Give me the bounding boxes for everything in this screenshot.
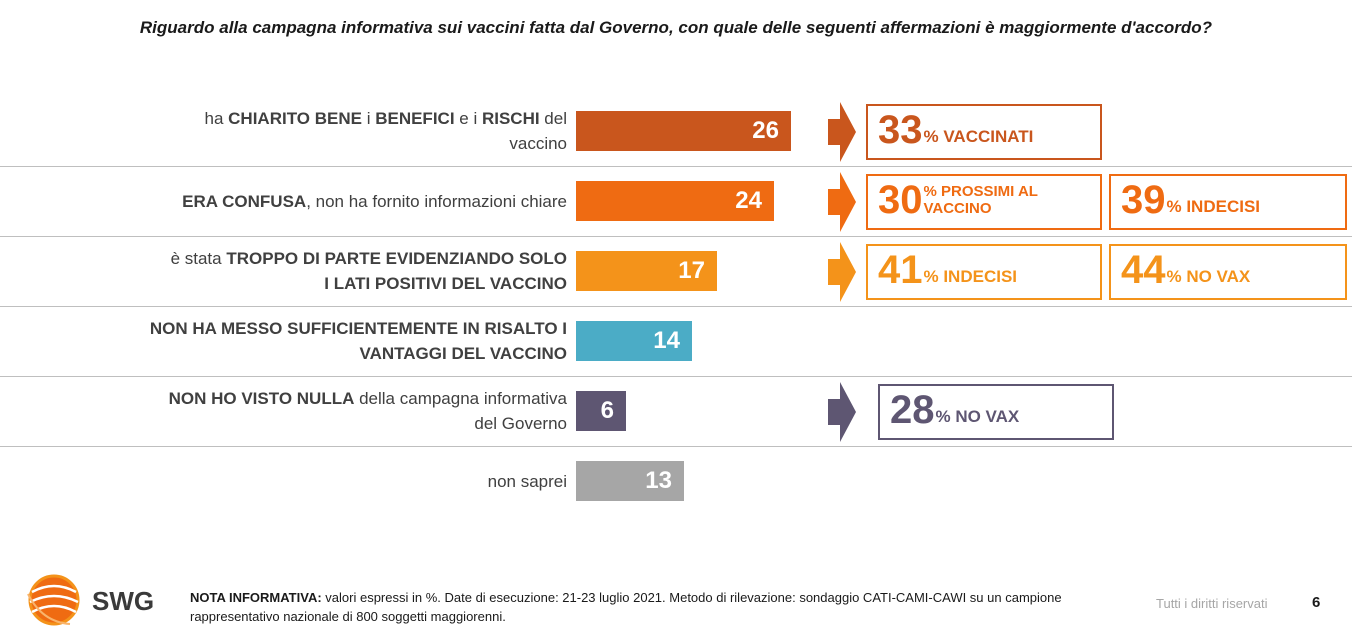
note-text: valori espressi in %. Date di esecuzione… [190, 590, 1062, 624]
callout-label: % NO VAX [935, 407, 1020, 426]
page-number: 6 [1312, 594, 1321, 611]
row-separator [0, 446, 1352, 447]
callout-value: 30 [878, 178, 923, 222]
bar-value-label: 26 [752, 117, 779, 144]
row-separator [0, 306, 1352, 307]
callout-value: 33 [878, 108, 923, 152]
bar: 17 [576, 251, 717, 291]
callout-label: % PROSSIMI AL VACCINO [923, 183, 1038, 217]
callout-value: 41 [878, 248, 923, 292]
category-label: ERA CONFUSA, non ha fornito informazioni… [182, 192, 567, 211]
callout-value: 28 [890, 388, 935, 432]
callout-label: % VACCINATI [923, 127, 1034, 146]
bar-value-label: 13 [645, 467, 672, 494]
callout-box: 44% NO VAX [1109, 244, 1347, 300]
category-label: NON HA MESSO SUFFICIENTEMENTE IN RISALTO… [149, 319, 567, 363]
callout-label: % NO VAX [1166, 267, 1251, 286]
bar: 13 [576, 461, 684, 501]
callout-box: 30% PROSSIMI AL VACCINO [866, 174, 1102, 230]
callout-box: 41% INDECISI [866, 244, 1102, 300]
callout-value: 44 [1121, 248, 1166, 292]
arrow-right-icon [828, 102, 856, 162]
callout-value: 39 [1121, 178, 1166, 222]
bar: 24 [576, 181, 774, 221]
row-separator [0, 166, 1352, 167]
category-label: ha CHIARITO BENE i BENEFICI e i RISCHI d… [204, 109, 567, 153]
row-separator [0, 236, 1352, 237]
swg-logo [22, 572, 162, 628]
callout-label: % INDECISI [1166, 197, 1261, 216]
bar-value-label: 24 [735, 187, 762, 214]
bar-value-label: 14 [653, 327, 680, 354]
bar: 6 [576, 391, 626, 431]
rights-text: Tutti i diritti riservati [1156, 596, 1268, 611]
callout-box: 33% VACCINATI [866, 104, 1102, 160]
callout-box: 39% INDECISI [1109, 174, 1347, 230]
bar: 26 [576, 111, 791, 151]
row-separator [0, 376, 1352, 377]
bar-value-label: 17 [678, 257, 705, 284]
category-label: non saprei [487, 472, 567, 491]
swg-globe-icon [27, 574, 80, 626]
category-label: NON HO VISTO NULLA della campagna inform… [168, 389, 567, 433]
chart-title: Riguardo alla campagna informativa sui v… [139, 18, 1213, 37]
callout-label: % INDECISI [923, 267, 1018, 286]
logo-text: SWG [92, 586, 155, 616]
footer-note: NOTA INFORMATIVA: valori espressi in %. … [190, 588, 1070, 626]
arrow-right-icon [828, 382, 856, 442]
category-label: è stata TROPPO DI PARTE EVIDENZIANDO SOL… [170, 249, 567, 293]
arrow-right-icon [828, 172, 856, 232]
bar: 14 [576, 321, 692, 361]
callout-box: 28% NO VAX [878, 384, 1114, 440]
bar-value-label: 6 [600, 397, 614, 424]
note-label: NOTA INFORMATIVA: [190, 590, 322, 605]
arrow-right-icon [828, 242, 856, 302]
